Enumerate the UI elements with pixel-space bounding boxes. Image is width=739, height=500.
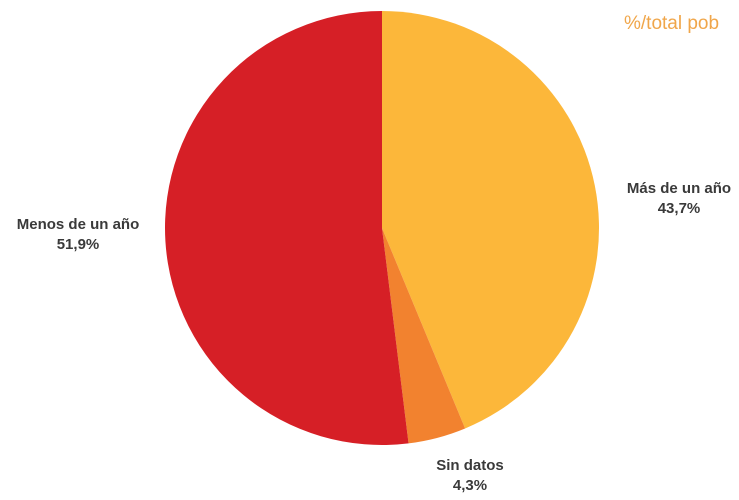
pie-slices [165,11,599,445]
pie-slice-3 [165,11,409,445]
slice-value-label-1: 43,7% [658,200,701,217]
pie-labels: Más de un año 43,7% Sin datos 4,3% Menos de … [17,180,731,494]
slice-label-2: Sin datos [436,457,504,474]
corner-note: %/total pob [624,14,720,34]
slice-value-label-3: 51,9% [57,236,100,253]
pie-slice-1 [382,11,599,429]
pie-slice-2 [382,228,466,444]
slice-label-1: Más de un año [627,180,731,197]
slice-label-3: Menos de un año [17,216,140,233]
slice-value-label-2: 4,3% [453,477,487,494]
